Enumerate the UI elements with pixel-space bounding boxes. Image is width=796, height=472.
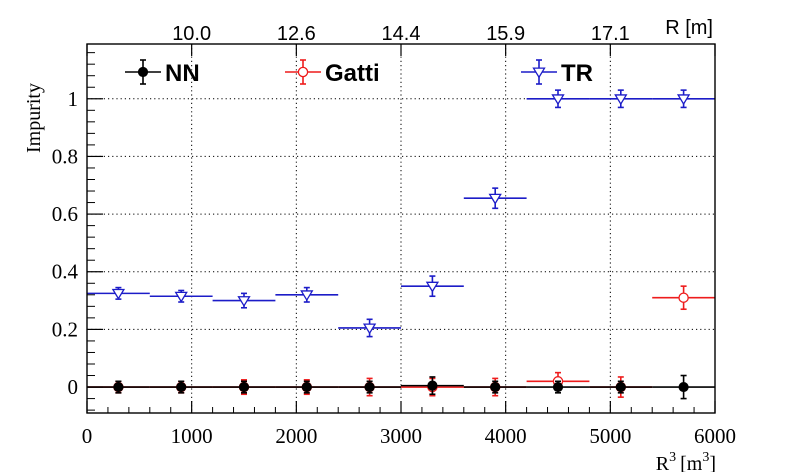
data-point [174, 291, 188, 303]
grid-layer [87, 44, 715, 413]
data-point [614, 94, 628, 106]
x-axis-label-base: R [656, 453, 670, 472]
data-point [676, 94, 691, 106]
y-axis-label: Impurity [23, 83, 45, 153]
legend-label: TR [561, 60, 593, 87]
top-tick-label: 10.0 [172, 23, 211, 45]
legend-label: NN [165, 60, 200, 87]
y-tick-label: 0 [68, 375, 79, 399]
y-tick-label: 0.4 [52, 260, 79, 284]
data-point [238, 381, 250, 393]
y-tick-label: 0.2 [52, 317, 78, 341]
legend-marker [532, 67, 546, 79]
legend-label: Gatti [325, 60, 380, 87]
data-point [488, 193, 502, 205]
legend-marker [137, 66, 149, 78]
x-tick-label: 3000 [380, 424, 422, 448]
data-point [176, 381, 187, 393]
x-axis-label: R3 [m3] [656, 450, 716, 472]
top-axis-title: R [m] [665, 17, 713, 39]
top-tick-label: 17.1 [591, 23, 630, 45]
legend-entry-tr: TR [521, 59, 593, 87]
axis-layer: 0 1000 2000 3000 4000 5000 6000 0 0.2 0.4 0.6 0.8 1 1… [52, 23, 736, 448]
data-point [678, 381, 689, 393]
x-tick-label: 2000 [275, 424, 317, 448]
data-point [551, 94, 565, 106]
legend-marker [297, 66, 309, 78]
data-point [490, 381, 501, 393]
x-axis-label-exponent: 3 [669, 450, 676, 465]
data-point [237, 296, 251, 308]
data-point [552, 381, 564, 393]
legend-entry-nn: NN [125, 59, 200, 87]
x-axis-title: R3 [m3] [656, 450, 716, 472]
data-point [301, 381, 312, 393]
series-layer [87, 89, 715, 400]
y-tick-label: 0.6 [52, 202, 78, 226]
top-tick-label: 15.9 [486, 23, 525, 45]
x-tick-label: 5000 [589, 424, 631, 448]
top-tick-label: 14.4 [382, 23, 421, 45]
legend-entry-gatti: Gatti [285, 59, 380, 87]
legend: NN Gatti TR [125, 59, 593, 87]
x-tick-label: 6000 [694, 424, 736, 448]
series-tr [87, 89, 715, 338]
y-axis-title: Impurity [23, 83, 45, 153]
x-axis-label-unit: [m [680, 453, 703, 472]
data-point [113, 381, 124, 393]
y-tick-label: 1 [68, 87, 79, 111]
x-tick-label: 0 [82, 424, 93, 448]
data-point [364, 381, 375, 393]
top-tick-label: 12.6 [277, 23, 316, 45]
data-point [425, 281, 440, 293]
x-axis-label-unit-exponent: 3 [702, 450, 709, 465]
data-point [111, 288, 126, 300]
data-point [300, 290, 314, 302]
top-axis-label: R [m] [665, 17, 713, 39]
series-nn [87, 374, 715, 400]
data-point [615, 381, 626, 393]
x-tick-label: 1000 [171, 424, 213, 448]
y-tick-label: 0.8 [52, 144, 78, 168]
x-axis-label-unit-close: ] [709, 453, 716, 472]
x-tick-label: 4000 [485, 424, 527, 448]
data-point [678, 292, 689, 303]
data-point [362, 323, 377, 335]
data-point [427, 380, 438, 391]
